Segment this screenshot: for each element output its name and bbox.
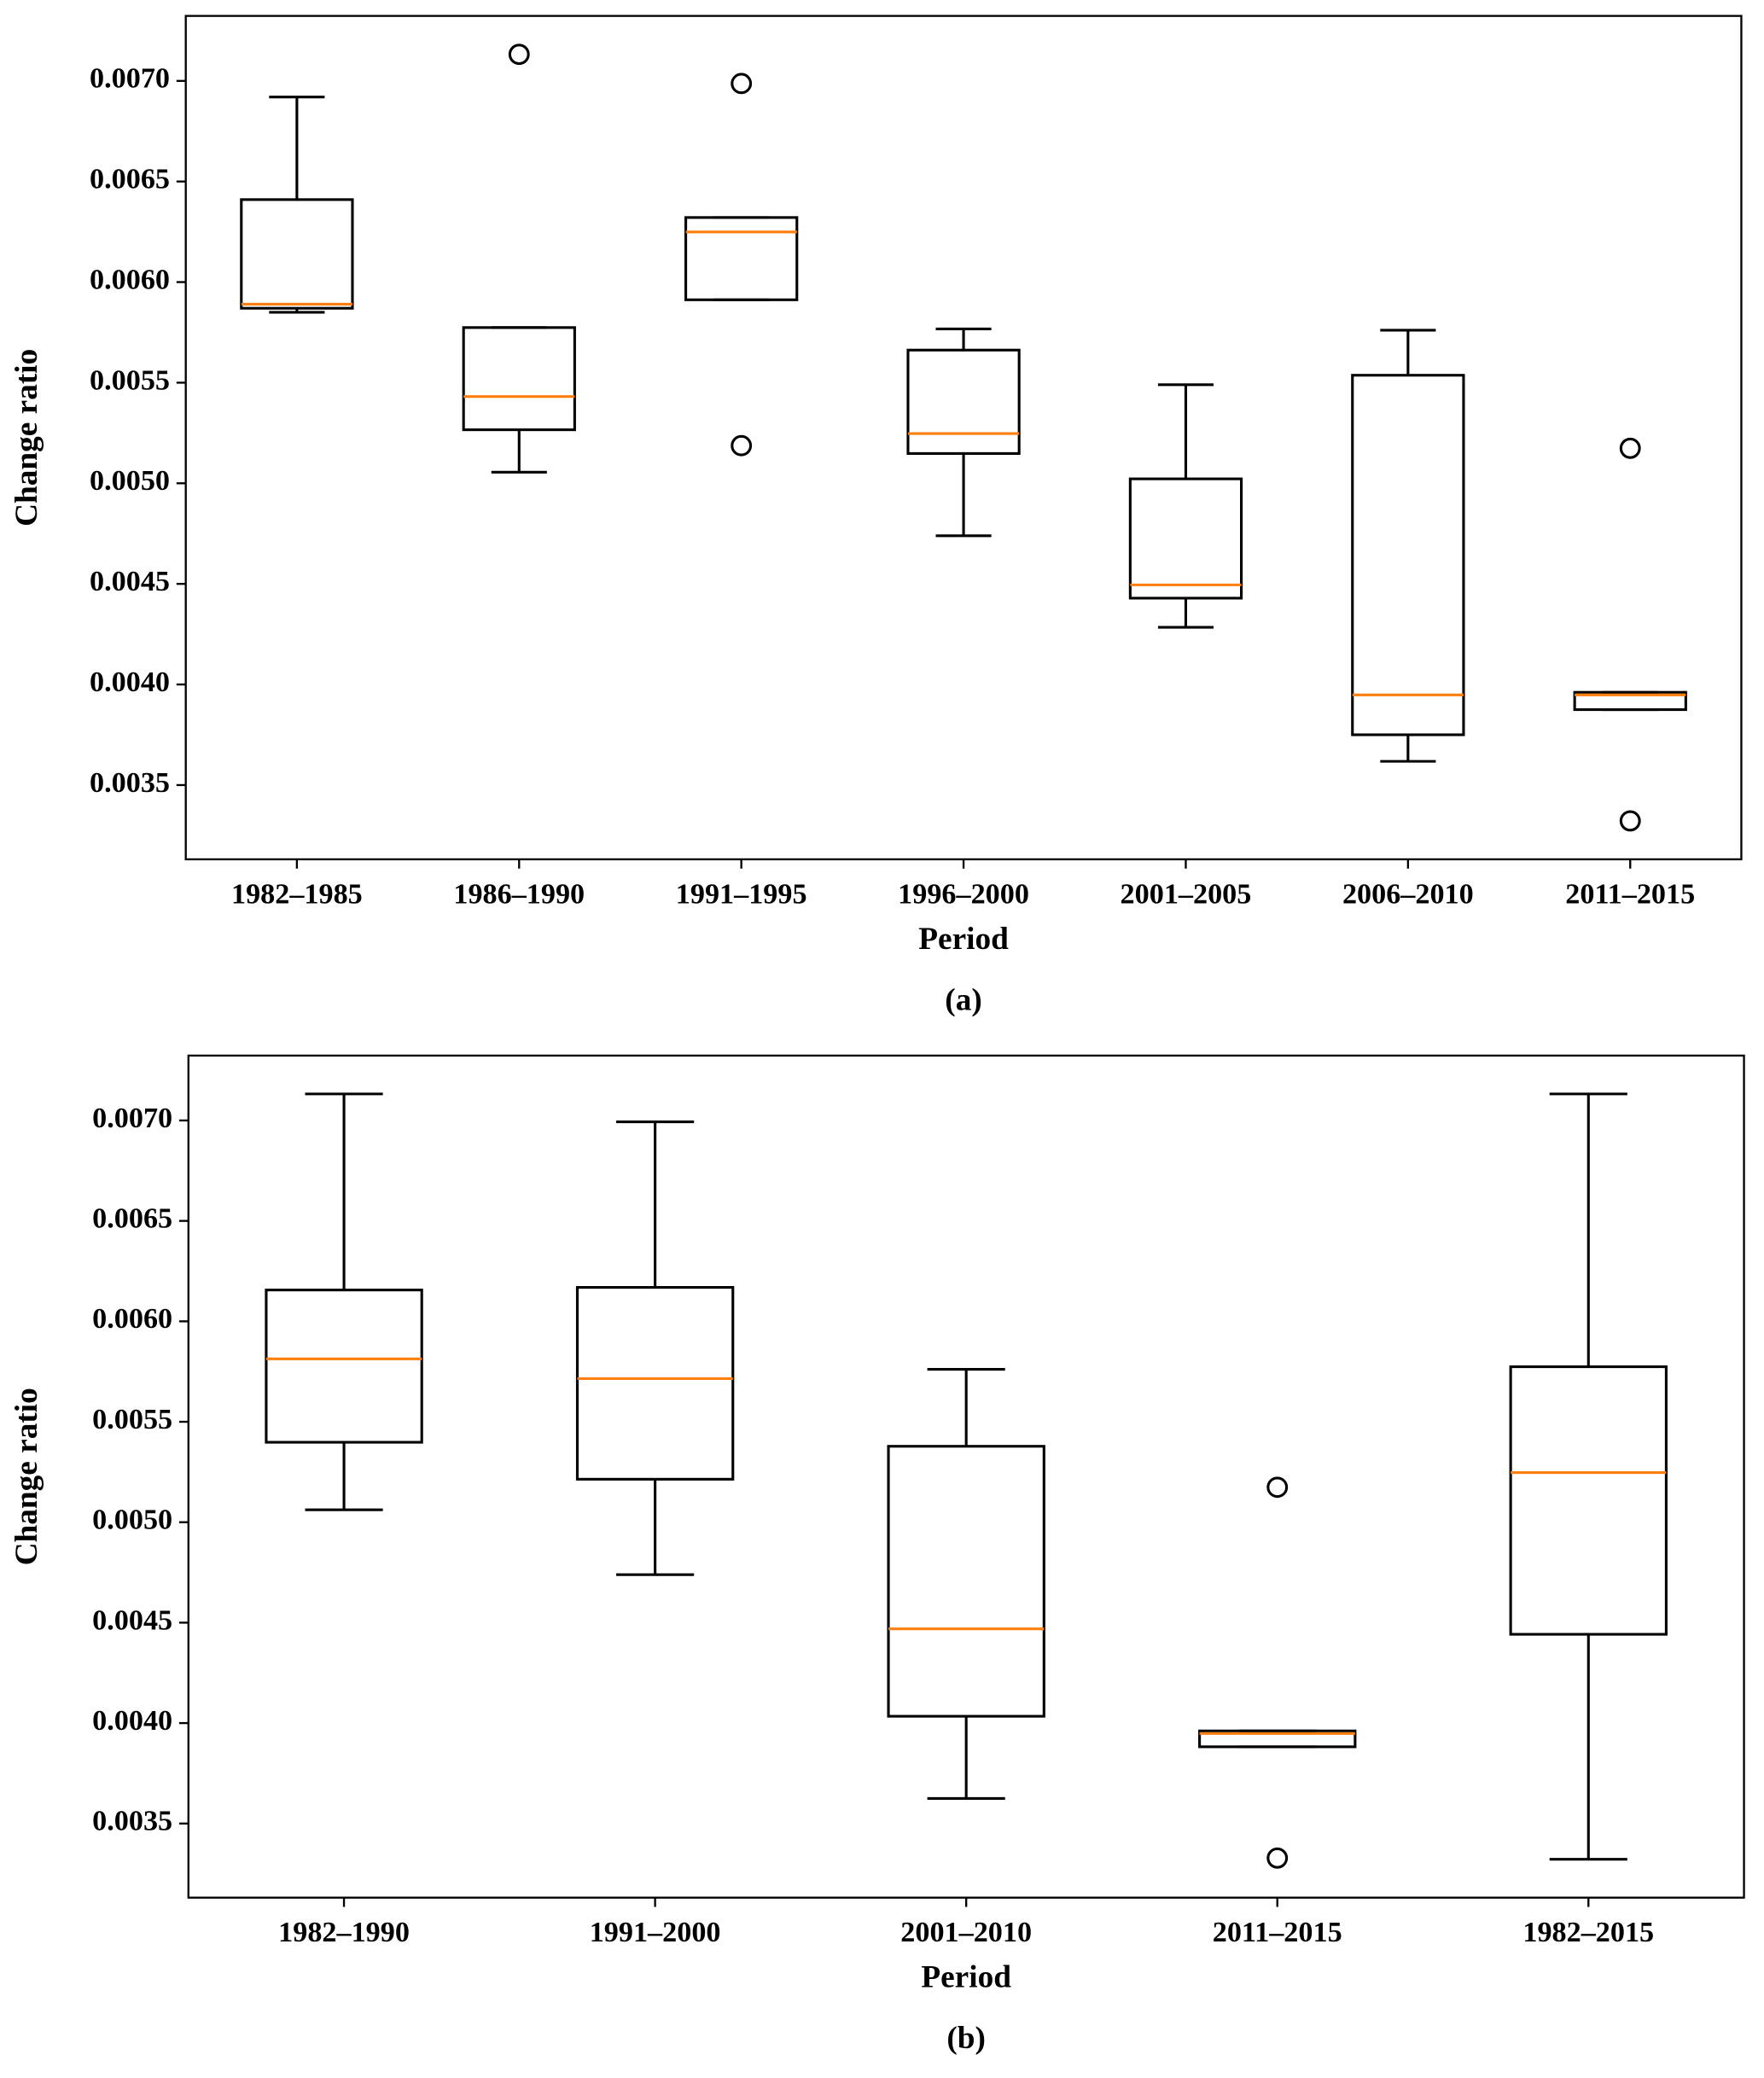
box	[1351, 374, 1465, 736]
box	[462, 326, 576, 432]
x-tick-label: 2001–2010	[900, 1917, 1032, 1948]
x-tick-label: 1982–2015	[1522, 1917, 1654, 1948]
outlier	[1619, 437, 1641, 459]
box	[1198, 1729, 1357, 1749]
y-tick-label: 0.0050	[90, 465, 170, 497]
x-tick-label: 2011–2015	[1565, 878, 1695, 910]
y-tick-label: 0.0050	[92, 1505, 172, 1536]
y-tick-label: 0.0040	[92, 1705, 172, 1737]
caption: (b)	[946, 2021, 986, 2056]
box	[1128, 477, 1243, 600]
caption: (a)	[945, 982, 981, 1017]
y-tick-label: 0.0070	[92, 1103, 172, 1134]
box	[887, 1445, 1045, 1718]
y-tick-label: 0.0040	[90, 666, 170, 698]
y-tick-label: 0.0055	[92, 1404, 172, 1435]
outlier	[731, 434, 753, 457]
x-tick-label: 1982–1985	[231, 878, 363, 910]
y-tick-label: 0.0065	[90, 164, 170, 195]
y-tick-label: 0.0045	[90, 566, 170, 597]
x-tick-label: 1991–1995	[676, 878, 807, 910]
y-tick-label: 0.0035	[90, 767, 170, 799]
outlier	[1266, 1476, 1289, 1499]
y-tick-label: 0.0060	[92, 1303, 172, 1335]
y-tick-label: 0.0070	[90, 63, 170, 95]
y-tick-label: 0.0065	[92, 1202, 172, 1234]
x-tick-label: 2006–2010	[1342, 878, 1474, 910]
box	[684, 216, 799, 301]
y-tick-label: 0.0045	[92, 1604, 172, 1636]
x-tick-label: 2011–2015	[1213, 1917, 1342, 1948]
y-tick-label: 0.0055	[90, 364, 170, 396]
outlier	[1619, 810, 1641, 832]
x-tick-label: 2001–2005	[1121, 878, 1252, 910]
outlier	[1266, 1847, 1289, 1869]
box	[1509, 1365, 1668, 1636]
y-tick-label: 0.0035	[92, 1806, 172, 1837]
y-tick-label: 0.0060	[90, 264, 170, 295]
x-tick-label: 1986–1990	[453, 878, 585, 910]
x-axis-label: Period	[921, 1960, 1011, 1995]
box	[1573, 690, 1687, 712]
plot-frame	[184, 15, 1743, 861]
box	[906, 348, 1021, 455]
y-axis-label: Change ratio	[9, 349, 44, 527]
outlier	[731, 73, 753, 95]
y-axis-label: Change ratio	[9, 1388, 44, 1565]
x-tick-label: 1996–2000	[898, 878, 1029, 910]
box	[265, 1289, 423, 1444]
box	[240, 198, 354, 310]
box	[575, 1286, 735, 1481]
x-tick-label: 1982–1990	[278, 1917, 410, 1948]
x-tick-label: 1991–2000	[590, 1917, 721, 1948]
x-axis-label: Period	[918, 922, 1009, 957]
outlier	[508, 44, 530, 66]
